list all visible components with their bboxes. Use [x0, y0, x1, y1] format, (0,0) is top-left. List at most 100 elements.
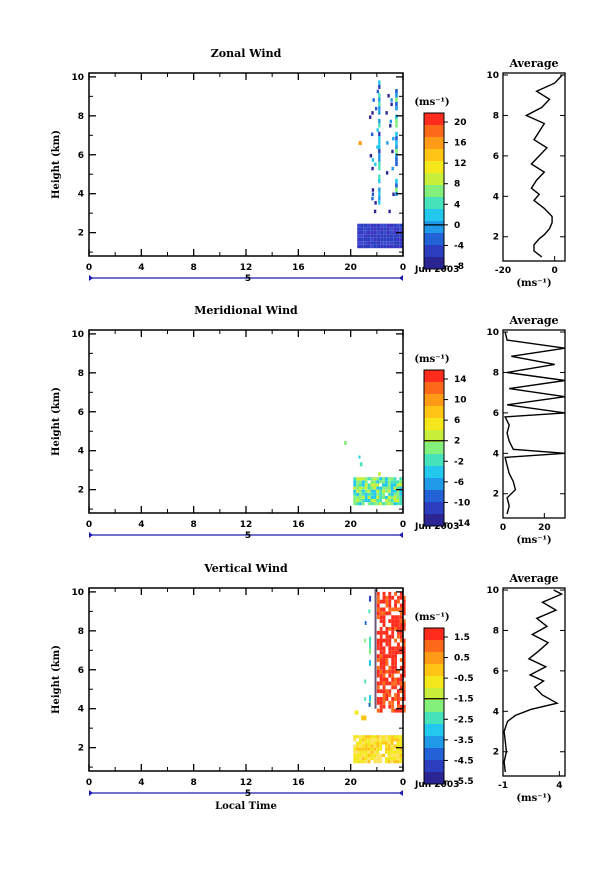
heatmap-cell	[373, 492, 377, 496]
heatmap-cell	[353, 489, 357, 493]
heatmap-cell	[384, 747, 388, 751]
heatmap-cell	[353, 502, 357, 506]
heatmap-cell	[393, 477, 397, 481]
average-y-tick-label: 8	[493, 111, 499, 121]
heatmap-cell	[359, 747, 362, 751]
heatmap-cell	[358, 141, 362, 146]
heatmap-cell	[369, 115, 372, 119]
y-tick-label: 10	[71, 588, 84, 598]
heatmap-cell	[356, 492, 360, 496]
heatmap-cell	[364, 477, 368, 481]
colorbar-tick-label: 10	[454, 396, 467, 406]
heatmap-cell	[396, 498, 400, 503]
heatmap-cell	[399, 704, 403, 709]
heatmap-cell	[367, 486, 371, 490]
heatmap-cell	[390, 480, 394, 484]
heatmap-cell	[353, 477, 357, 481]
heatmap-cell	[373, 223, 377, 228]
heatmap-cell	[379, 607, 383, 612]
heatmap-cell	[396, 741, 400, 745]
colorbar-tick-label: 20	[454, 118, 467, 128]
heatmap-cell	[394, 607, 397, 612]
heatmap-cell	[373, 750, 377, 754]
heatmap-cell	[390, 486, 394, 490]
heatmap-cell	[396, 607, 400, 612]
heatmap-cell	[379, 646, 383, 651]
heatmap-cell	[360, 241, 364, 245]
y-tick-label: 8	[78, 627, 84, 637]
heatmap-cell	[402, 603, 406, 608]
heatmap-cell	[371, 192, 375, 197]
heatmap-cell	[387, 756, 391, 761]
heatmap-cell	[359, 756, 362, 761]
plot-frame	[88, 587, 404, 772]
heatmap-cell	[394, 603, 397, 608]
heatmap-cell	[367, 750, 371, 754]
colorbar-swatch	[424, 442, 444, 455]
average-y-tick-label: 10	[486, 586, 499, 596]
heatmap-cell	[373, 744, 377, 748]
heatmap-cell	[359, 502, 362, 506]
heatmap-cell	[356, 753, 360, 757]
heatmap-cell	[402, 697, 406, 701]
heatmap-cell	[390, 735, 394, 739]
date-label: Jun 2003	[414, 780, 459, 790]
heatmap-cell	[374, 201, 377, 205]
x-tick-label: 8	[191, 263, 197, 273]
heatmap-cell	[394, 615, 397, 620]
heatmap-cell	[374, 162, 377, 167]
date-axis-left-arrow	[89, 532, 93, 538]
heatmap-cell	[391, 607, 395, 612]
heatmap-cell	[396, 244, 400, 249]
heatmap-cell	[356, 756, 360, 761]
heatmap-cell	[378, 93, 381, 98]
heatmap-cell	[391, 704, 395, 709]
heatmap-cell	[393, 234, 397, 238]
heatmap-cell	[396, 677, 400, 682]
average-profile-line	[503, 589, 564, 773]
heatmap-cell	[364, 760, 368, 764]
colorbar-tick-label: 12	[454, 159, 467, 169]
heatmap-cell	[382, 480, 385, 484]
heatmap-cell	[376, 658, 380, 662]
heatmap-cell	[370, 223, 374, 228]
heatmap-cell	[364, 498, 368, 503]
heatmap-cell	[384, 477, 388, 481]
date-tick-label: 5	[245, 789, 251, 799]
heatmap-cell	[376, 673, 380, 678]
heatmap-cell	[385, 642, 389, 647]
heatmap-cell	[385, 661, 389, 666]
heatmap-cell	[399, 591, 403, 596]
heatmap-cell	[376, 741, 380, 745]
heatmap-cell	[376, 738, 380, 742]
colorbar-swatch	[424, 161, 444, 174]
heatmap-cell	[380, 227, 384, 231]
heatmap-cell	[402, 642, 406, 647]
heatmap-cell	[393, 738, 397, 742]
heatmap-cell	[361, 502, 365, 506]
heatmap-cell	[373, 495, 377, 499]
colorbar-unit: (ms⁻¹)	[414, 354, 449, 365]
y-tick-label: 10	[71, 330, 84, 340]
y-tick-label: 2	[78, 486, 84, 496]
heatmap-cell	[393, 486, 397, 490]
heatmap-cell	[396, 619, 400, 624]
heatmap-cell	[385, 599, 389, 604]
heatmap-cell	[382, 607, 386, 612]
date-label: Jun 2003	[414, 265, 459, 275]
heatmap-cell	[391, 623, 395, 627]
heatmap-cell	[384, 480, 388, 484]
x-tick-label: 16	[292, 263, 305, 273]
heatmap-cell	[385, 669, 389, 674]
colorbar-swatch	[424, 628, 444, 641]
heatmap-cell	[384, 502, 388, 506]
x-axis-label: Local Time	[215, 801, 277, 812]
y-tick-label: 6	[78, 666, 84, 676]
heatmap-cell	[379, 669, 383, 674]
colorbar-swatch	[424, 478, 444, 491]
heatmap-cell	[382, 611, 386, 616]
date-label: Jun 2003	[414, 522, 459, 532]
heatmap-cell	[379, 486, 383, 490]
y-tick-label: 10	[71, 73, 84, 83]
